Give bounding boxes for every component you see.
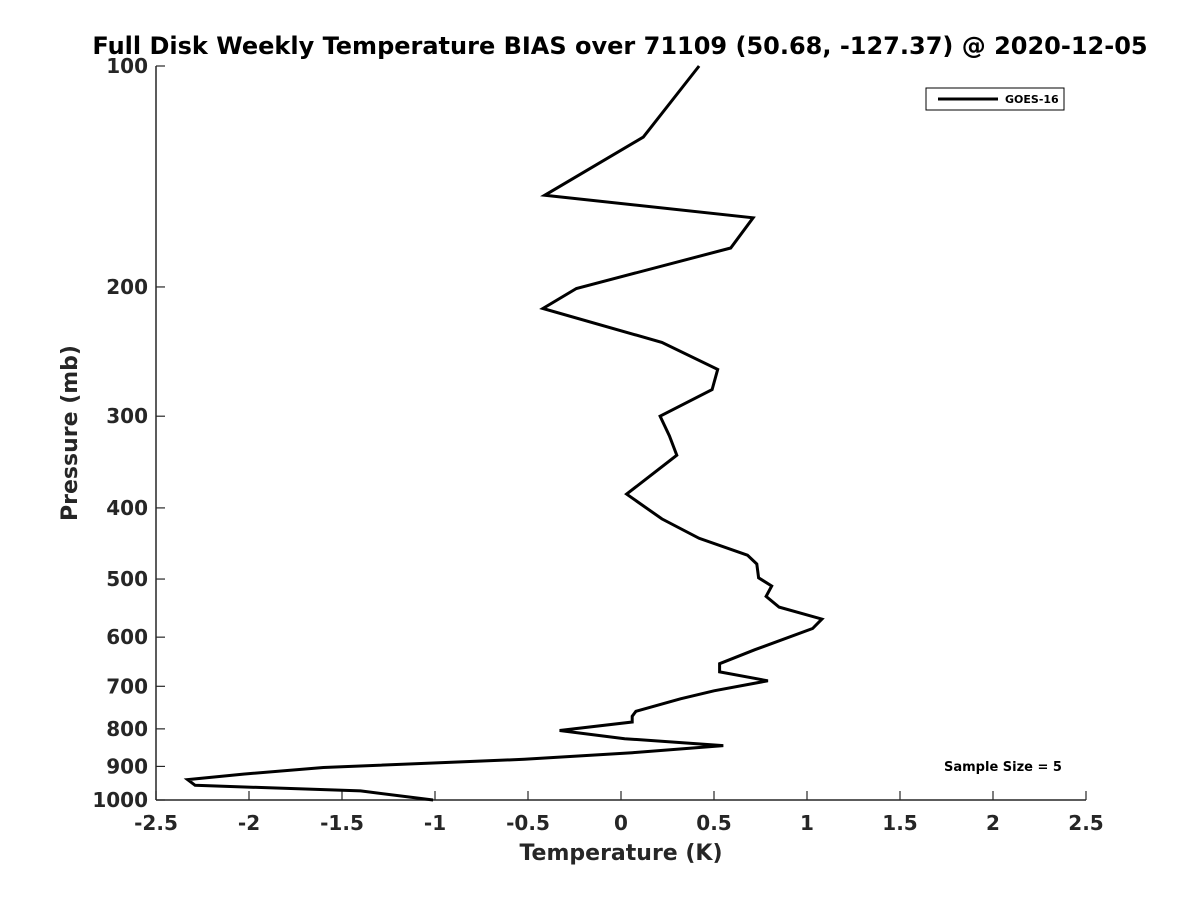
x-tick-label: 2.5 [1068,811,1103,835]
x-ticks: -2.5 -2 -1.5 -1 -0.5 0 0.5 1 1.5 2 2.5 [134,791,1104,835]
x-tick-label: 2 [986,811,1000,835]
y-tick-label: 200 [106,275,148,299]
y-tick-label: 400 [106,496,148,520]
x-tick-label: 0.5 [696,811,731,835]
y-tick-label: 800 [106,717,148,741]
y-tick-label: 300 [106,404,148,428]
y-tick-label: 100 [106,54,148,78]
x-tick-label: -2 [238,811,260,835]
x-tick-label: 1 [800,811,814,835]
y-tick-label: 500 [106,567,148,591]
y-tick-label: 600 [106,625,148,649]
legend: GOES-16 [925,87,1065,111]
chart-title: Full Disk Weekly Temperature BIAS over 7… [92,32,1147,60]
x-tick-label: -1.5 [320,811,364,835]
x-tick-label: 0 [614,811,628,835]
y-ticks: 100 200 300 400 500 600 700 800 900 1000 [92,54,165,812]
y-tick-label: 1000 [92,788,148,812]
series-line [183,65,825,802]
x-tick-label: 1.5 [882,811,917,835]
axes [155,66,1086,801]
series-layer [183,65,825,802]
x-tick-label: -2.5 [134,811,178,835]
legend-label: GOES-16 [1005,93,1059,106]
y-tick-label: 900 [106,754,148,778]
sample-size-annotation: Sample Size = 5 [944,760,1062,775]
x-tick-label: -0.5 [506,811,550,835]
y-axis-label: Pressure (mb) [58,345,83,521]
y-tick-label: 700 [106,674,148,698]
x-tick-label: -1 [424,811,446,835]
x-axis-label: Temperature (K) [519,841,722,866]
